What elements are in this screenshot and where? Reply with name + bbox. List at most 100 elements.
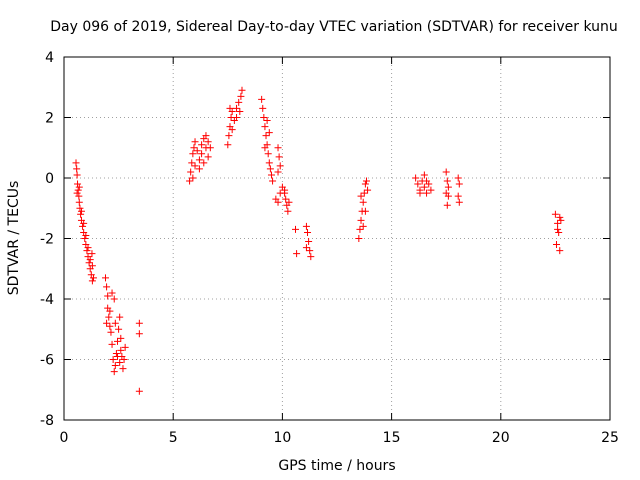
data-point	[110, 368, 118, 376]
data-point	[261, 123, 269, 131]
data-point	[306, 247, 314, 255]
data-point	[228, 126, 236, 134]
data-point	[104, 292, 112, 300]
data-point	[106, 307, 114, 315]
data-point	[416, 189, 424, 197]
data-point	[427, 186, 435, 194]
data-point	[193, 147, 201, 155]
data-point	[554, 219, 562, 227]
data-point	[454, 192, 462, 200]
data-point	[195, 156, 203, 164]
data-point	[362, 177, 370, 185]
y-tick-label: 4	[45, 50, 54, 66]
data-point	[81, 235, 89, 242]
data-point	[191, 138, 199, 146]
data-point	[551, 210, 559, 218]
data-point	[77, 210, 85, 218]
data-point	[285, 198, 293, 206]
data-point	[412, 174, 420, 182]
data-point	[119, 365, 127, 373]
y-axis-label: SDTVAR / TECUs	[6, 181, 22, 296]
data-point	[75, 198, 83, 206]
data-point	[195, 165, 203, 173]
data-point	[361, 207, 369, 215]
data-point	[259, 104, 267, 112]
data-point	[198, 150, 206, 158]
data-point	[556, 247, 564, 255]
data-point	[108, 340, 116, 348]
data-point	[233, 104, 241, 112]
data-point	[114, 337, 122, 345]
data-point	[116, 313, 124, 321]
data-point	[73, 165, 81, 173]
data-point	[444, 192, 452, 200]
data-point	[111, 362, 119, 370]
data-point	[82, 231, 90, 239]
data-point	[262, 132, 270, 140]
data-point	[554, 225, 562, 233]
data-point	[443, 201, 451, 209]
y-tick-label: -8	[40, 413, 54, 429]
data-point	[73, 171, 81, 179]
data-point	[302, 244, 310, 252]
data-point	[111, 319, 119, 327]
data-point	[226, 104, 234, 112]
data-point	[274, 168, 282, 176]
y-tick-label: -6	[40, 353, 54, 369]
data-point	[110, 295, 118, 303]
data-point	[84, 244, 92, 252]
data-point	[77, 207, 85, 215]
data-point	[117, 334, 125, 342]
data-point	[263, 117, 271, 125]
data-point	[189, 174, 197, 182]
data-point	[80, 219, 88, 227]
data-point	[75, 192, 83, 200]
data-point	[109, 356, 117, 363]
data-point	[88, 262, 96, 270]
data-point	[357, 216, 365, 224]
data-point	[557, 216, 565, 224]
axis-ticks: 0 5 10 15 20 25 -8 -6 -4 -2 0 2 4	[40, 50, 619, 446]
data-point	[237, 92, 245, 100]
data-point	[115, 325, 123, 333]
data-point	[555, 228, 563, 236]
data-point	[202, 132, 210, 140]
data-point	[266, 165, 274, 173]
data-point	[238, 86, 246, 94]
data-point	[267, 171, 275, 179]
y-tick-label: -4	[40, 292, 54, 308]
data-point	[556, 213, 564, 221]
data-point	[186, 177, 194, 185]
x-tick-label: 15	[383, 430, 401, 446]
data-point	[357, 192, 365, 200]
data-point	[265, 159, 273, 167]
data-point	[76, 204, 84, 212]
data-point	[89, 274, 97, 282]
data-point	[276, 162, 284, 170]
data-point	[135, 330, 143, 338]
data-point	[120, 356, 128, 363]
data-point	[443, 177, 451, 185]
data-point	[74, 180, 82, 188]
data-point	[302, 222, 310, 230]
x-tick-label: 5	[169, 430, 178, 446]
x-tick-label: 25	[601, 430, 619, 446]
data-point	[117, 346, 125, 354]
x-axis-label: GPS time / hours	[278, 458, 395, 474]
data-point	[292, 225, 300, 233]
data-point	[233, 114, 241, 121]
y-tick-label: 0	[45, 171, 54, 187]
data-point	[79, 222, 87, 230]
data-point	[274, 144, 282, 152]
data-point	[284, 207, 292, 215]
data-point	[135, 319, 143, 327]
data-point	[189, 150, 197, 158]
data-points	[72, 86, 565, 395]
data-point	[114, 352, 122, 360]
data-point	[444, 183, 452, 191]
data-point	[282, 195, 290, 203]
data-point	[105, 313, 113, 321]
data-point	[204, 138, 212, 146]
data-point	[198, 141, 206, 149]
data-point	[305, 238, 313, 246]
